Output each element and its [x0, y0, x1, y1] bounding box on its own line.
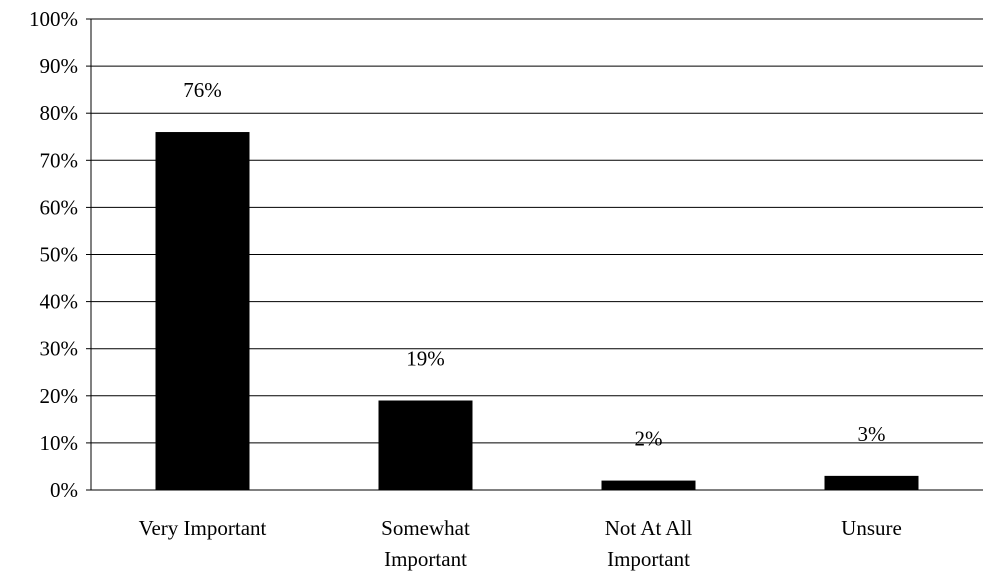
x-tick-label: Somewhat [381, 516, 470, 540]
axes [86, 18, 983, 491]
y-tick-label: 60% [40, 195, 79, 219]
y-tick-label: 30% [40, 337, 79, 361]
data-labels: 76% 19% 2% 3% [183, 78, 885, 451]
bar [378, 400, 473, 490]
x-tick-label: Important [384, 547, 467, 571]
bars [155, 132, 919, 491]
x-tick-label: Unsure [841, 516, 902, 540]
y-tick-labels: 0% 10% 20% 30% 40% 50% 60% 70% 80% 90% 100% [29, 7, 78, 502]
y-tick-label: 20% [40, 384, 79, 408]
data-label: 76% [183, 78, 222, 102]
data-label: 3% [858, 422, 886, 446]
bar [155, 132, 250, 491]
y-tick-label: 70% [40, 148, 79, 172]
y-tick-label: 50% [40, 243, 79, 267]
bar [601, 480, 696, 490]
x-tick-label: Very Important [139, 516, 267, 540]
bar [824, 475, 919, 490]
y-tick-label: 0% [50, 478, 78, 502]
data-label: 2% [635, 427, 663, 451]
y-tick-label: 40% [40, 290, 79, 314]
y-tick-label: 80% [40, 101, 79, 125]
x-tick-label: Important [607, 547, 690, 571]
y-tick-label: 90% [40, 54, 79, 78]
x-tick-labels: Very Important Somewhat Important Not At Al… [139, 516, 902, 571]
data-label: 19% [406, 347, 445, 371]
y-tick-label: 100% [29, 7, 78, 31]
y-tick-label: 10% [40, 431, 79, 455]
x-tick-label: Not At All [605, 516, 693, 540]
